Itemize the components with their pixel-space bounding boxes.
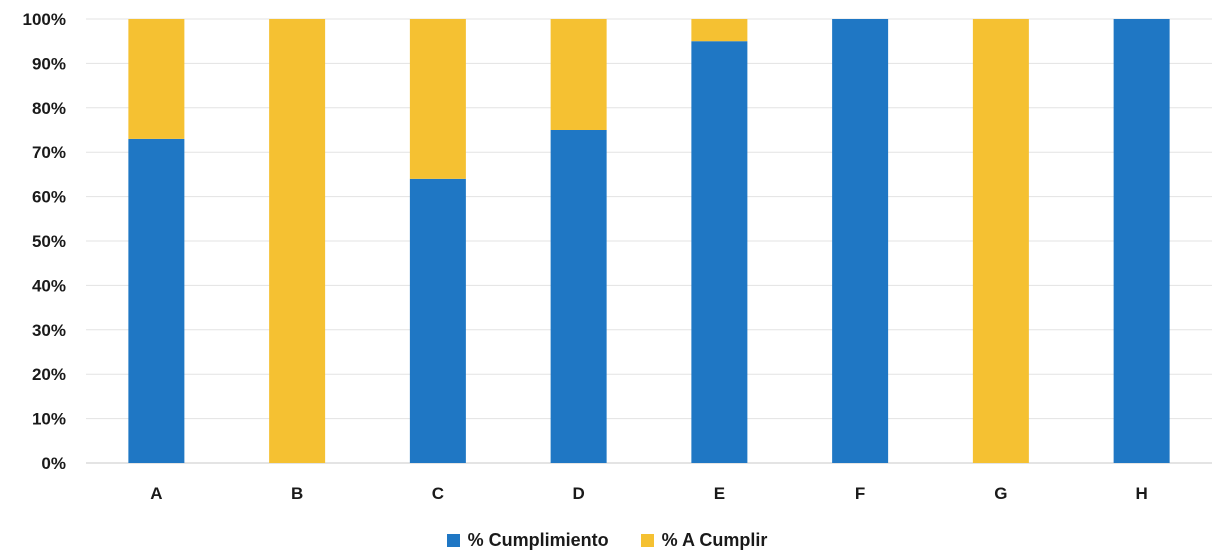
bar-cumplimiento-f — [832, 19, 889, 463]
bar-cumplimiento-c — [409, 178, 466, 463]
bar-a-cumplir-d — [550, 19, 607, 130]
x-tick-label: G — [994, 484, 1007, 503]
x-tick-label: E — [714, 484, 725, 503]
x-tick-label: A — [150, 484, 162, 503]
x-tick-label: C — [432, 484, 444, 503]
bar-a-cumplir-a — [128, 19, 185, 139]
y-tick-label: 90% — [32, 54, 66, 73]
bar-a-cumplir-b — [269, 19, 326, 463]
legend-item-cumplimiento: % Cumplimiento — [446, 530, 609, 551]
legend: % Cumplimiento % A Cumplir — [0, 530, 1214, 551]
legend-label-cumplimiento: % Cumplimiento — [467, 530, 609, 550]
y-tick-label: 60% — [32, 188, 66, 207]
y-tick-label: 20% — [32, 365, 66, 384]
bar-cumplimiento-h — [1113, 19, 1170, 463]
y-tick-label: 0% — [41, 454, 66, 473]
x-tick-label: F — [855, 484, 865, 503]
bar-cumplimiento-e — [691, 41, 748, 463]
x-tick-label: H — [1135, 484, 1147, 503]
x-axis-ticks: A B C D E F G H — [150, 484, 1148, 503]
x-tick-label: D — [572, 484, 584, 503]
y-tick-label: 100% — [23, 10, 66, 29]
bar-a-cumplir-g — [972, 19, 1029, 463]
y-tick-label: 30% — [32, 321, 66, 340]
gridlines — [86, 18, 1212, 464]
legend-swatch-a-cumplir — [640, 534, 654, 547]
y-tick-label: 50% — [32, 232, 66, 251]
bar-a-cumplir-c — [409, 19, 466, 179]
y-tick-label: 10% — [32, 410, 66, 429]
stacked-bar-chart: 0% 10% 20% 30% 40% 50% 60% 70% 80% 90% 100% A B C D E F… — [23, 10, 1212, 503]
bars — [128, 19, 1170, 463]
bar-cumplimiento-a — [128, 138, 185, 463]
legend-swatch-cumplimiento — [446, 534, 460, 547]
y-tick-label: 80% — [32, 99, 66, 118]
legend-label-a-cumplir: % A Cumplir — [661, 530, 768, 550]
bar-a-cumplir-e — [691, 19, 748, 42]
y-tick-label: 70% — [32, 143, 66, 162]
y-tick-label: 40% — [32, 276, 66, 295]
legend-item-a-cumplir: % A Cumplir — [640, 530, 768, 551]
x-tick-label: B — [291, 484, 303, 503]
y-axis-ticks: 0% 10% 20% 30% 40% 50% 60% 70% 80% 90% 100% — [23, 10, 66, 473]
bar-cumplimiento-d — [550, 130, 607, 463]
